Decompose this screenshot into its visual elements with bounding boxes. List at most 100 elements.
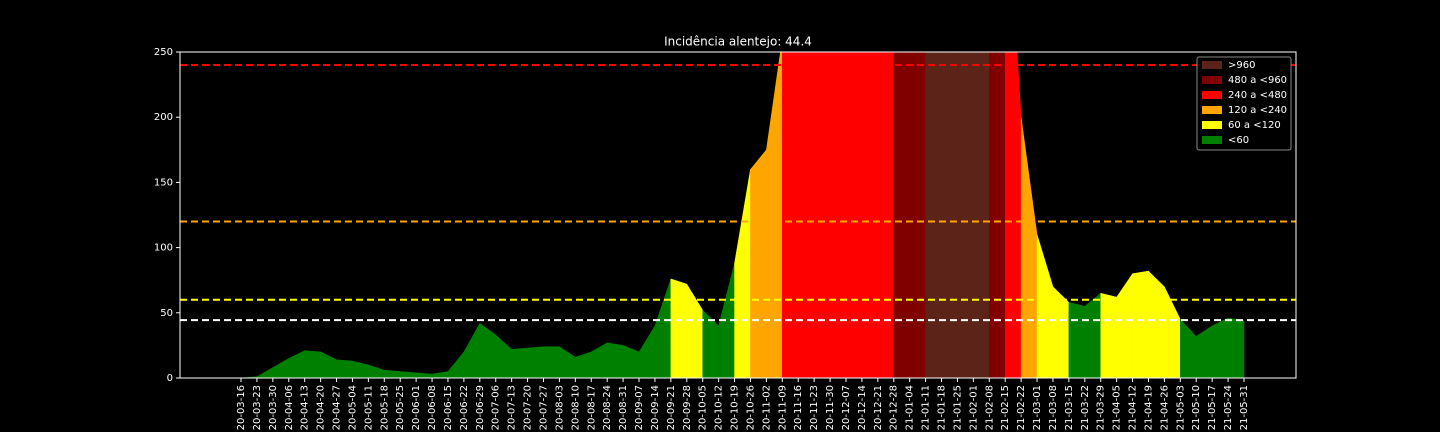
x-tick-label: 20-11-23 (809, 385, 820, 430)
x-tick-label: 20-11-30 (825, 385, 836, 430)
x-tick-label: 20-04-13 (300, 385, 311, 430)
x-tick-label: 20-04-27 (332, 385, 343, 430)
x-tick-label: 20-05-25 (395, 385, 406, 430)
area-segment (1084, 292, 1101, 378)
area-segment (1132, 270, 1149, 378)
area-segment (463, 322, 481, 378)
y-tick-label: 200 (154, 112, 173, 123)
x-tick-label: 20-09-21 (666, 385, 677, 430)
area-segment (543, 346, 560, 378)
x-tick-label: 21-04-05 (1112, 385, 1123, 430)
x-tick-label: 21-02-22 (1016, 385, 1027, 430)
area-segment (479, 322, 496, 378)
area-segment (1100, 292, 1117, 378)
area-segment (399, 371, 417, 378)
legend-label: 120 a <240 (1228, 105, 1287, 116)
x-tick-label: 21-01-04 (905, 385, 916, 430)
legend-label: >960 (1228, 60, 1255, 71)
area-segment (670, 278, 688, 378)
area-segment (941, 52, 958, 378)
x-tick-label: 21-04-19 (1143, 385, 1154, 430)
x-tick-label: 20-06-29 (475, 385, 486, 430)
area-segment (797, 52, 815, 378)
y-tick-label: 0 (167, 373, 173, 384)
area-segment (1020, 117, 1038, 378)
area-segment (813, 52, 831, 378)
x-tick-label: 21-03-15 (1064, 385, 1075, 430)
x-tick-label: 21-03-08 (1048, 385, 1059, 430)
x-tick-label: 20-04-20 (316, 385, 327, 430)
x-tick-label: 21-04-26 (1159, 385, 1170, 430)
legend-swatch (1202, 61, 1222, 69)
plot-frame (179, 51, 1297, 379)
y-tick-label: 250 (154, 47, 173, 58)
x-tick-label: 20-09-07 (634, 385, 645, 430)
x-tick-label: 21-03-29 (1096, 385, 1107, 430)
area-segment (1227, 317, 1245, 378)
x-tick-label: 21-05-10 (1191, 385, 1202, 430)
x-tick-label: 20-12-21 (873, 385, 884, 430)
area-segment (447, 351, 465, 378)
area-segment (1180, 318, 1197, 378)
x-tick-label: 20-12-07 (841, 385, 852, 430)
area-segment (304, 350, 321, 378)
x-tick-label: 21-02-01 (968, 385, 979, 430)
x-tick-label: 20-06-22 (459, 385, 470, 430)
area-segment (606, 342, 624, 378)
area-segment (909, 52, 926, 378)
x-tick-label: 21-02-08 (984, 385, 995, 430)
x-tick-label: 20-06-08 (427, 385, 438, 430)
area-segment (877, 52, 894, 378)
x-tick-label: 20-05-04 (347, 385, 358, 430)
area-segment (861, 52, 879, 378)
area-segment (1148, 270, 1165, 378)
x-tick-label: 21-05-24 (1223, 385, 1234, 430)
area-segment (1116, 272, 1133, 378)
x-tick-label: 20-11-09 (777, 385, 788, 430)
legend-label: 240 a <480 (1228, 90, 1287, 101)
x-tick-label: 20-10-26 (745, 385, 756, 430)
legend-swatch (1202, 106, 1222, 114)
x-tick-label: 21-02-15 (1000, 385, 1011, 430)
area-segment (495, 334, 512, 378)
x-tick-label: 20-12-28 (889, 385, 900, 430)
area-segment (1004, 52, 1022, 378)
x-tick-label: 20-11-16 (793, 385, 804, 430)
area-segment (686, 283, 703, 378)
x-tick-label: 20-03-16 (236, 385, 247, 430)
area-segment (925, 52, 942, 378)
area-segment (415, 372, 433, 378)
x-tick-label: 20-07-13 (507, 385, 518, 430)
area-segment (989, 52, 1006, 378)
area-segment (893, 52, 910, 378)
area-segment (1211, 317, 1229, 378)
area-segment (638, 324, 656, 378)
area-segment (1068, 302, 1086, 378)
area-segment (750, 149, 767, 378)
legend-swatch (1202, 136, 1222, 144)
x-tick-label: 21-01-25 (952, 385, 963, 430)
x-tick-label: 21-05-31 (1239, 385, 1250, 430)
x-tick-label: 20-03-30 (268, 385, 279, 430)
area-segment (272, 358, 290, 378)
legend-label: <60 (1228, 135, 1249, 146)
area-segment (368, 364, 385, 378)
x-tick-label: 21-05-17 (1207, 385, 1218, 430)
area-segment (288, 350, 305, 378)
x-tick-label: 21-01-11 (921, 385, 932, 430)
x-tick-label: 21-03-22 (1080, 385, 1091, 430)
area-segment (1036, 234, 1054, 378)
x-tick-label: 20-10-12 (714, 385, 725, 430)
area-segment (766, 52, 783, 378)
x-tick-label: 20-12-14 (857, 385, 868, 430)
x-tick-label: 20-06-15 (443, 385, 454, 430)
area-segment (829, 52, 847, 378)
legend-swatch (1202, 91, 1222, 99)
x-tick-label: 20-11-02 (761, 385, 772, 430)
x-tick-label: 20-10-19 (730, 385, 741, 430)
x-tick-label: 20-08-31 (618, 385, 629, 430)
area-segment (734, 169, 751, 378)
plot-area (180, 52, 1296, 378)
area-segment (559, 346, 576, 378)
